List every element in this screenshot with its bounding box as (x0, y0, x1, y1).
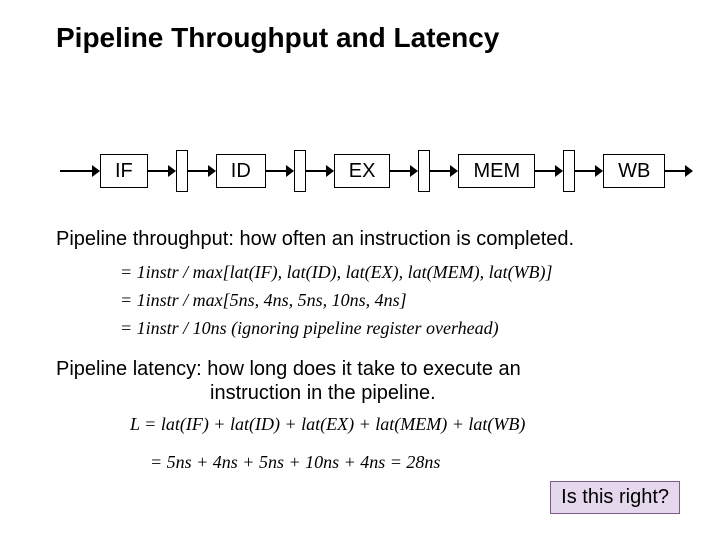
pipeline-diagram: IF ID EX MEM WB (60, 150, 693, 192)
throughput-eq-3: = 1instr / 10ns (ignoring pipeline regis… (120, 318, 499, 339)
throughput-definition: Pipeline throughput: how often an instru… (56, 228, 574, 251)
arrow-icon (148, 164, 176, 178)
throughput-eq-2: = 1instr / max[5ns, 4ns, 5ns, 10ns, 4ns] (120, 290, 407, 311)
arrow-icon (665, 164, 693, 178)
latency-definition-line2: instruction in the pipeline. (210, 382, 436, 405)
arrow-icon (390, 164, 418, 178)
arrow-icon (535, 164, 563, 178)
arrow-icon (188, 164, 216, 178)
arrow-icon (60, 164, 100, 178)
pipeline-stage-if: IF (100, 154, 148, 188)
latency-definition-line1: Pipeline latency: how long does it take … (56, 358, 521, 381)
pipeline-stage-mem: MEM (458, 154, 535, 188)
pipeline-stage-id: ID (216, 154, 266, 188)
pipeline-register (176, 150, 188, 192)
pipeline-stage-ex: EX (334, 154, 391, 188)
arrow-icon (266, 164, 294, 178)
latency-eq-2: = 5ns + 4ns + 5ns + 10ns + 4ns = 28ns (150, 452, 440, 473)
pipeline-register (563, 150, 575, 192)
page-title: Pipeline Throughput and Latency (56, 22, 499, 54)
pipeline-register (418, 150, 430, 192)
latency-eq-1: L = lat(IF) + lat(ID) + lat(EX) + lat(ME… (130, 414, 525, 435)
is-this-right-callout: Is this right? (550, 481, 680, 514)
throughput-eq-1: = 1instr / max[lat(IF), lat(ID), lat(EX)… (120, 262, 553, 283)
arrow-icon (575, 164, 603, 178)
pipeline-register (294, 150, 306, 192)
arrow-icon (306, 164, 334, 178)
pipeline-stage-wb: WB (603, 154, 665, 188)
arrow-icon (430, 164, 458, 178)
